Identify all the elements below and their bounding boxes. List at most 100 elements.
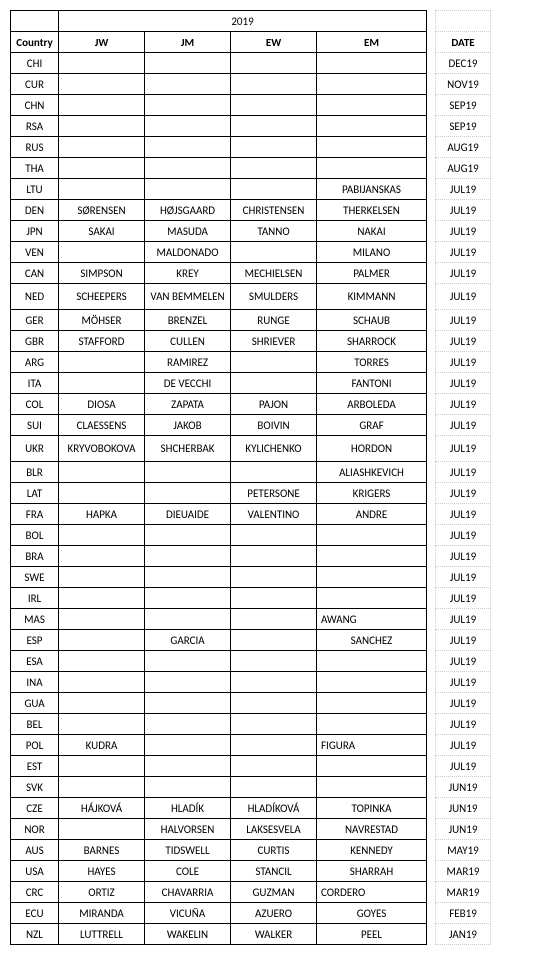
cell-em: ALIASHKEVICH bbox=[317, 462, 427, 483]
cell-ew bbox=[231, 179, 317, 200]
cell-em bbox=[317, 588, 427, 609]
date-cell: JUL19 bbox=[436, 546, 491, 567]
cell-country: POL bbox=[11, 735, 59, 756]
cell-country: ESA bbox=[11, 651, 59, 672]
cell-em: GOYES bbox=[317, 903, 427, 924]
table-row: EST bbox=[11, 756, 427, 777]
cell-jw: HAPKA bbox=[59, 504, 145, 525]
cell-jm bbox=[145, 462, 231, 483]
cell-jw bbox=[59, 116, 145, 137]
cell-em bbox=[317, 567, 427, 588]
table-row: CZEHÁJKOVÁHLADÍKHLADÍKOVÁTOPINKA bbox=[11, 798, 427, 819]
date-cell: SEP19 bbox=[436, 116, 491, 137]
cell-jm bbox=[145, 525, 231, 546]
date-cell: JUL19 bbox=[436, 394, 491, 415]
date-cell: JUL19 bbox=[436, 263, 491, 284]
cell-jw bbox=[59, 53, 145, 74]
cell-em: MILANO bbox=[317, 242, 427, 263]
cell-em: FANTONI bbox=[317, 373, 427, 394]
cell-ew: VALENTINO bbox=[231, 504, 317, 525]
cell-ew bbox=[231, 352, 317, 373]
cell-ew: CURTIS bbox=[231, 840, 317, 861]
cell-jw bbox=[59, 546, 145, 567]
table-row: NEDSCHEEPERSVAN BEMMELENSMULDERSKIMMANN bbox=[11, 284, 427, 310]
cell-em: PEEL bbox=[317, 924, 427, 945]
cell-jw bbox=[59, 373, 145, 394]
cell-jm bbox=[145, 137, 231, 158]
table-row: SUICLAESSENSJAKOBBOIVINGRAF bbox=[11, 415, 427, 436]
table-row: NZLLUTTRELLWAKELINWALKERPEEL bbox=[11, 924, 427, 945]
date-header: DATE bbox=[436, 32, 491, 53]
cell-country: IRL bbox=[11, 588, 59, 609]
cell-ew: PAJON bbox=[231, 394, 317, 415]
cell-jw: CLAESSENS bbox=[59, 415, 145, 436]
cell-jw bbox=[59, 74, 145, 95]
cell-jw: MIRANDA bbox=[59, 903, 145, 924]
cell-jm bbox=[145, 714, 231, 735]
column-header-row: Country JW JM EW EM bbox=[11, 32, 427, 53]
cell-jm bbox=[145, 116, 231, 137]
cell-country: LTU bbox=[11, 179, 59, 200]
col-ew: EW bbox=[231, 32, 317, 53]
date-cell: JUL19 bbox=[436, 672, 491, 693]
cell-em bbox=[317, 672, 427, 693]
cell-jm: CULLEN bbox=[145, 331, 231, 352]
cell-ew bbox=[231, 630, 317, 651]
cell-country: COL bbox=[11, 394, 59, 415]
table-row: CUR bbox=[11, 74, 427, 95]
table-row: MASAWANG bbox=[11, 609, 427, 630]
date-cell: SEP19 bbox=[436, 95, 491, 116]
cell-jw: BARNES bbox=[59, 840, 145, 861]
cell-ew bbox=[231, 651, 317, 672]
cell-em: TOPINKA bbox=[317, 798, 427, 819]
table-row: RUS bbox=[11, 137, 427, 158]
cell-jm: HØJSGAARD bbox=[145, 200, 231, 221]
cell-country: GER bbox=[11, 310, 59, 331]
cell-jm bbox=[145, 179, 231, 200]
date-cell: JUL19 bbox=[436, 179, 491, 200]
cell-country: MAS bbox=[11, 609, 59, 630]
cell-jm bbox=[145, 756, 231, 777]
table-row: AUSBARNESTIDSWELLCURTISKENNEDY bbox=[11, 840, 427, 861]
cell-ew: RUNGE bbox=[231, 310, 317, 331]
cell-jw: SCHEEPERS bbox=[59, 284, 145, 310]
cell-jm bbox=[145, 546, 231, 567]
cell-country: BOL bbox=[11, 525, 59, 546]
cell-jw: SIMPSON bbox=[59, 263, 145, 284]
date-cell: JAN19 bbox=[436, 924, 491, 945]
cell-em: NAVRESTAD bbox=[317, 819, 427, 840]
date-cell: JUL19 bbox=[436, 483, 491, 504]
cell-country: SUI bbox=[11, 415, 59, 436]
cell-em: FIGURA bbox=[317, 735, 427, 756]
date-cell: MAR19 bbox=[436, 882, 491, 903]
date-cell: JUL19 bbox=[436, 462, 491, 483]
cell-jm: WAKELIN bbox=[145, 924, 231, 945]
cell-jm: COLE bbox=[145, 861, 231, 882]
cell-jm bbox=[145, 672, 231, 693]
cell-jw bbox=[59, 462, 145, 483]
table-row: CRCORTIZCHAVARRIAGUZMANCORDERO bbox=[11, 882, 427, 903]
cell-jm bbox=[145, 735, 231, 756]
table-row: GERMÖHSERBRENZELRUNGESCHAUB bbox=[11, 310, 427, 331]
cell-jm: HALVORSEN bbox=[145, 819, 231, 840]
cell-country: RSA bbox=[11, 116, 59, 137]
cell-jw bbox=[59, 352, 145, 373]
date-cell: JUL19 bbox=[436, 331, 491, 352]
col-jw: JW bbox=[59, 32, 145, 53]
cell-country: CZE bbox=[11, 798, 59, 819]
cell-country: INA bbox=[11, 672, 59, 693]
cell-jw bbox=[59, 714, 145, 735]
table-row: POLKUDRAFIGURA bbox=[11, 735, 427, 756]
date-cell: JUL19 bbox=[436, 609, 491, 630]
cell-ew: KYLICHENKO bbox=[231, 436, 317, 462]
cell-country: ESP bbox=[11, 630, 59, 651]
cell-jw: LUTTRELL bbox=[59, 924, 145, 945]
cell-em bbox=[317, 137, 427, 158]
cell-ew bbox=[231, 567, 317, 588]
date-cell: AUG19 bbox=[436, 158, 491, 179]
cell-ew bbox=[231, 242, 317, 263]
cell-ew: SHRIEVER bbox=[231, 331, 317, 352]
cell-ew bbox=[231, 53, 317, 74]
table-row: ARGRAMIREZTORRES bbox=[11, 352, 427, 373]
cell-country: FRA bbox=[11, 504, 59, 525]
